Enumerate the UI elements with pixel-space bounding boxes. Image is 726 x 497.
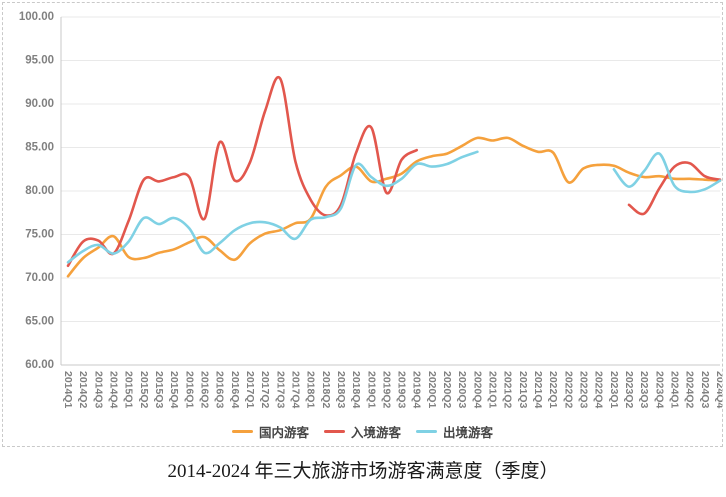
series-line-出境游客 <box>66 150 479 264</box>
x-tick-label: 2021Q1 <box>487 371 499 409</box>
legend-label: 国内游客 <box>258 426 309 440</box>
chart-frame: 100.00 95.00 90.00 85.00 80.00 75.00 70.00 65.0… <box>2 2 723 447</box>
x-tick-label: 2017Q4 <box>289 371 301 409</box>
y-tick-label: 65.00 <box>25 316 54 328</box>
satisfaction-line-chart: 100.00 95.00 90.00 85.00 80.00 75.00 70.00 65.0… <box>19 11 722 409</box>
legend-item-国内游客: 国内游客 <box>231 422 309 441</box>
x-tick-label: 2018Q2 <box>320 371 332 409</box>
x-tick-label: 2022Q1 <box>547 371 559 409</box>
x-tick-label: 2017Q3 <box>274 371 286 409</box>
x-tick-label: 2022Q3 <box>578 371 590 409</box>
x-tick-label: 2021Q3 <box>517 371 529 409</box>
series-line-出境游客 <box>612 152 722 194</box>
x-tick-label: 2021Q2 <box>502 371 514 409</box>
x-tick-label: 2017Q1 <box>244 371 256 409</box>
x-tick-label: 2024Q1 <box>669 371 681 409</box>
x-tick-label: 2022Q2 <box>562 371 574 409</box>
legend-marker-icon <box>416 430 437 433</box>
y-axis-labels: 100.00 95.00 90.00 85.00 80.00 75.00 70.00 65.0… <box>19 11 54 371</box>
chart-legend: 国内游客 入境游客 出境游客 <box>3 422 722 441</box>
legend-label: 出境游客 <box>443 426 494 440</box>
x-tick-label: 2014Q1 <box>62 371 74 409</box>
x-tick-label: 2020Q1 <box>426 371 438 409</box>
legend-marker-icon <box>231 430 253 433</box>
x-tick-label: 2024Q3 <box>699 371 711 409</box>
x-tick-label: 2023Q2 <box>623 371 635 409</box>
series-line-入境游客 <box>627 161 722 216</box>
x-tick-label: 2019Q2 <box>380 371 392 409</box>
y-tick-label: 85.00 <box>25 142 54 154</box>
x-tick-label: 2016Q3 <box>214 371 226 409</box>
x-tick-label: 2015Q4 <box>168 371 180 409</box>
y-tick-label: 70.00 <box>25 272 54 284</box>
y-tick-label: 90.00 <box>25 98 54 110</box>
legend-marker-icon <box>323 430 345 433</box>
y-tick-label: 75.00 <box>25 229 54 241</box>
x-tick-label: 2018Q4 <box>350 371 362 409</box>
series-line-入境游客 <box>66 75 418 268</box>
x-tick-label: 2019Q4 <box>411 371 423 409</box>
x-tick-label: 2023Q1 <box>608 371 620 409</box>
x-tick-label: 2024Q2 <box>684 371 696 409</box>
x-tick-label: 2020Q2 <box>441 371 453 409</box>
chart-title: 2014-2024 年三大旅游市场游客满意度（季度） <box>167 461 559 482</box>
x-tick-label: 2018Q3 <box>335 371 347 409</box>
x-tick-label: 2014Q4 <box>107 371 119 409</box>
series-line-国内游客 <box>66 136 722 278</box>
x-tick-label: 2014Q3 <box>92 371 104 409</box>
y-tick-label: 95.00 <box>25 55 54 67</box>
legend-item-入境游客: 入境游客 <box>323 422 401 441</box>
y-tick-label: 80.00 <box>25 185 54 197</box>
x-tick-label: 2016Q4 <box>229 371 241 409</box>
x-tick-label: 2015Q3 <box>153 371 165 409</box>
series-lines <box>66 75 722 278</box>
x-tick-label: 2016Q2 <box>198 371 210 409</box>
x-tick-label: 2023Q3 <box>638 371 650 409</box>
x-tick-label: 2024Q4 <box>714 371 722 409</box>
x-tick-label: 2019Q3 <box>396 371 408 409</box>
legend-item-出境游客: 出境游客 <box>416 422 493 441</box>
x-tick-label: 2019Q1 <box>365 371 377 409</box>
y-tick-label: 60.00 <box>25 359 54 371</box>
x-tick-label: 2023Q4 <box>653 371 665 409</box>
x-tick-label: 2018Q1 <box>305 371 317 409</box>
x-tick-label: 2015Q1 <box>123 371 135 409</box>
x-tick-label: 2020Q4 <box>471 371 483 409</box>
legend-label: 入境游客 <box>350 426 401 440</box>
x-axis-labels: 2014Q1 2014Q2 2014Q3 2014Q4 2015Q1 2015Q2 2015… <box>62 371 722 409</box>
x-tick-label: 2020Q3 <box>456 371 468 409</box>
x-tick-label: 2014Q2 <box>77 371 89 409</box>
x-tick-label: 2022Q4 <box>593 371 605 409</box>
y-tick-label: 100.00 <box>19 11 54 23</box>
x-tick-label: 2017Q2 <box>259 371 271 409</box>
x-tick-label: 2016Q1 <box>183 371 195 409</box>
x-tick-label: 2015Q2 <box>138 371 150 409</box>
x-tick-label: 2021Q4 <box>532 371 544 409</box>
